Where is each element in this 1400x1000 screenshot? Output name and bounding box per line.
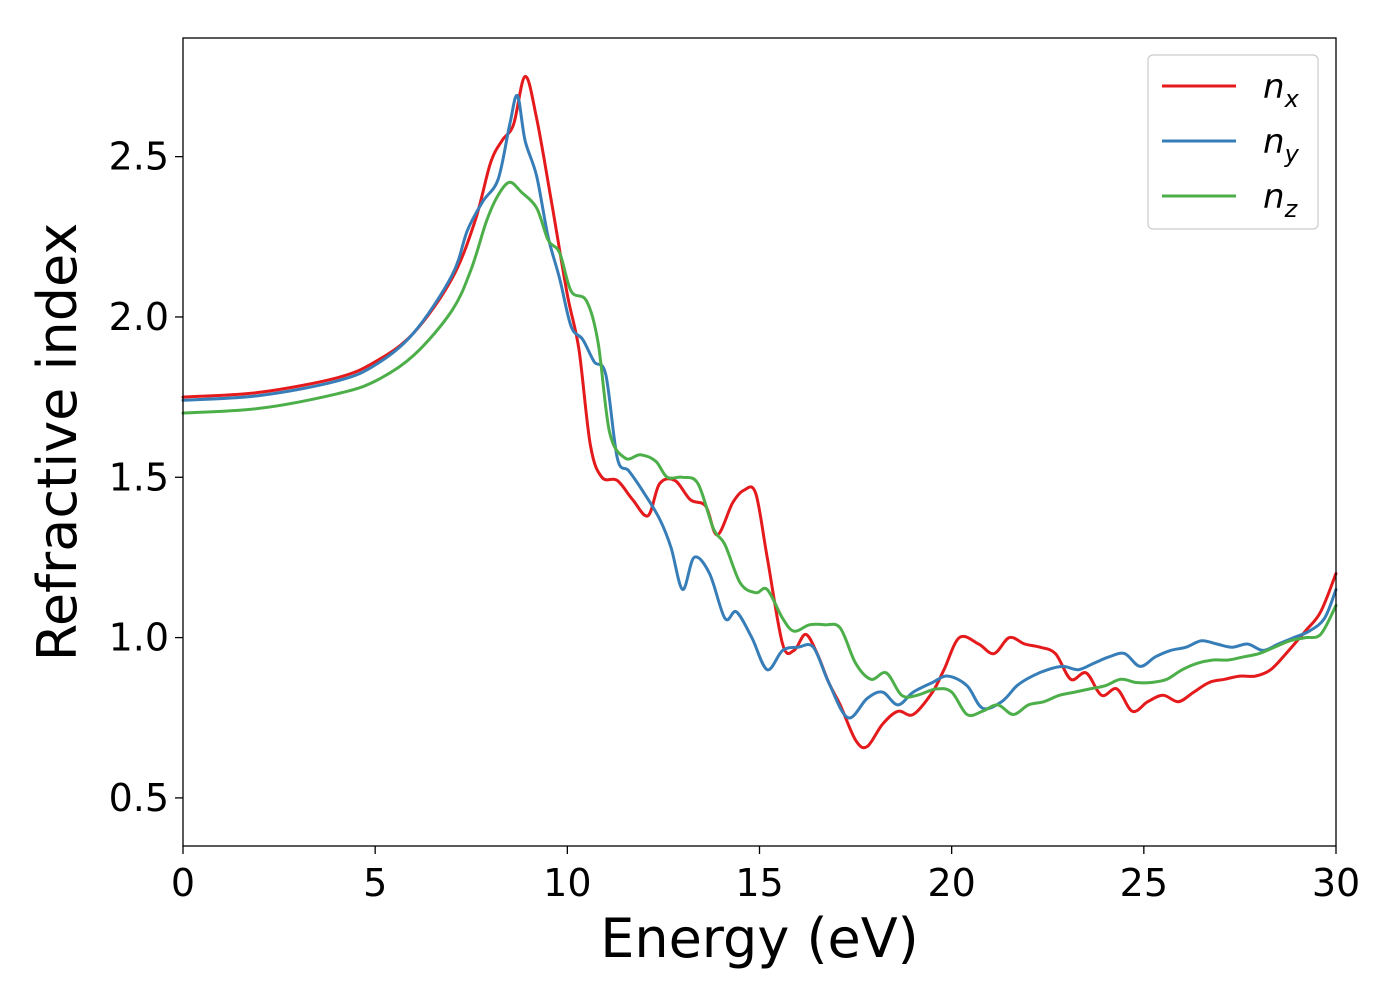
y-tick-label: 0.5	[109, 776, 169, 820]
series-line-nz	[181, 180, 1338, 718]
x-tick-label: 15	[735, 861, 783, 905]
x-tick-label: 30	[1312, 861, 1360, 905]
plot-background	[183, 38, 1336, 846]
legend-label-symbol: n	[1263, 67, 1285, 107]
y-tick-label: 1.5	[109, 455, 169, 499]
x-axis-title: Energy (eV)	[600, 907, 919, 970]
y-tick-label: 2.0	[109, 295, 169, 339]
x-tick-label: 20	[927, 861, 975, 905]
legend-label-symbol: n	[1263, 177, 1285, 217]
x-tick-label: 5	[363, 861, 387, 905]
legend-label-symbol: n	[1263, 122, 1285, 162]
legend-label-subscript: z	[1284, 195, 1299, 223]
legend-label-nx: nx	[1263, 67, 1300, 113]
series-line-ny	[181, 94, 1338, 720]
series-layer	[181, 74, 1338, 750]
legend-label-subscript: y	[1284, 140, 1300, 168]
y-axis-title: Refractive index	[26, 223, 89, 662]
legend-label-subscript: x	[1284, 85, 1300, 113]
y-tick-label: 1.0	[109, 616, 169, 660]
y-tick-label: 2.5	[109, 135, 169, 179]
legend-label-ny: ny	[1263, 122, 1300, 168]
y-axis: 0.5 1.0 1.5 2.0 2.5	[109, 135, 183, 820]
legend-label-nz: nz	[1263, 177, 1299, 223]
x-tick-label: 0	[171, 861, 195, 905]
x-axis: 0 5 10 15 20 25 30	[171, 846, 1360, 905]
x-tick-label: 25	[1120, 861, 1168, 905]
x-tick-label: 10	[543, 861, 591, 905]
